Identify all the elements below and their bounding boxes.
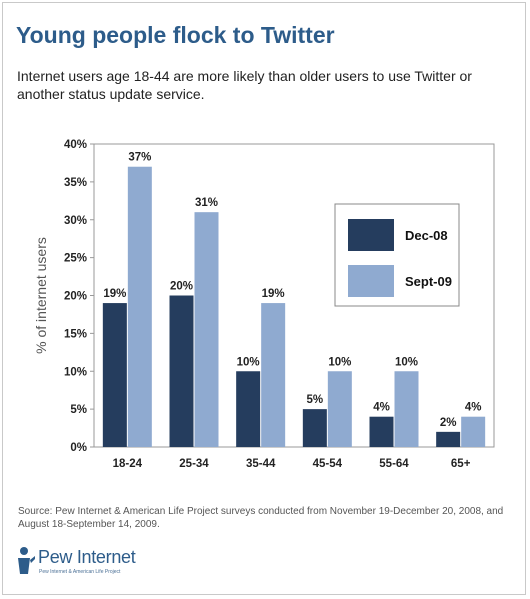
y-tick-label: 5% xyxy=(70,404,87,416)
bar-sept09 xyxy=(261,303,286,447)
logo-tagline: Pew Internet & American Life Project xyxy=(39,569,121,575)
y-tick-label: 40% xyxy=(64,139,87,151)
x-category-label: 35-44 xyxy=(246,458,276,470)
data-label: 19% xyxy=(262,288,285,300)
data-label: 10% xyxy=(395,356,418,368)
x-category-label: 18-24 xyxy=(113,458,143,470)
data-label: 10% xyxy=(237,356,260,368)
bar-sept09 xyxy=(127,166,152,447)
source-note: Source: Pew Internet & American Life Pro… xyxy=(18,506,504,530)
data-label: 37% xyxy=(128,152,151,164)
logo-wordmark: Pew Internet xyxy=(38,547,136,567)
y-tick-label: 30% xyxy=(64,215,87,227)
legend-label: Dec-08 xyxy=(405,228,448,243)
y-tick-label: 25% xyxy=(64,253,87,265)
bar-dec08 xyxy=(436,431,461,447)
bar-dec08 xyxy=(236,371,261,447)
data-label: 20% xyxy=(170,281,193,293)
data-label: 10% xyxy=(328,356,351,368)
data-label: 2% xyxy=(440,417,457,429)
y-tick-label: 20% xyxy=(64,291,87,303)
data-label: 31% xyxy=(195,197,218,209)
bar-dec08 xyxy=(369,416,394,447)
legend-swatch-sept09 xyxy=(348,265,394,297)
y-tick-label: 0% xyxy=(70,442,87,454)
legend-swatch-dec08 xyxy=(348,219,394,251)
data-label: 4% xyxy=(465,402,482,414)
bar-sept09 xyxy=(194,212,219,447)
y-axis-label: % of internet users xyxy=(33,237,49,354)
bar-chart: 0% 5% 10% 15% 20% 25% 30% 35% 40% % of internet u… xyxy=(33,139,495,470)
x-category-label: 65+ xyxy=(451,458,471,470)
bar-sept09 xyxy=(461,416,486,447)
data-label: 5% xyxy=(307,394,324,406)
x-category-label: 25-34 xyxy=(179,458,209,470)
y-tick-label: 35% xyxy=(64,177,87,189)
data-label: 4% xyxy=(373,402,390,414)
y-tick-label: 15% xyxy=(64,328,87,340)
x-category-label: 45-54 xyxy=(313,458,343,470)
pew-logo-icon xyxy=(18,547,35,574)
x-category-label: 55-64 xyxy=(379,458,409,470)
chart-subtitle: Internet users age 18-44 are more likely… xyxy=(17,68,472,102)
legend-label: Sept-09 xyxy=(405,274,452,289)
bar-sept09 xyxy=(327,371,352,447)
data-label: 19% xyxy=(103,288,126,300)
chart-title: Young people flock to Twitter xyxy=(16,22,335,48)
bar-dec08 xyxy=(302,409,327,447)
y-tick-label: 10% xyxy=(64,366,87,378)
bar-dec08 xyxy=(169,295,194,447)
chart-frame xyxy=(2,2,526,595)
bar-sept09 xyxy=(394,371,419,447)
bar-dec08 xyxy=(102,303,127,447)
